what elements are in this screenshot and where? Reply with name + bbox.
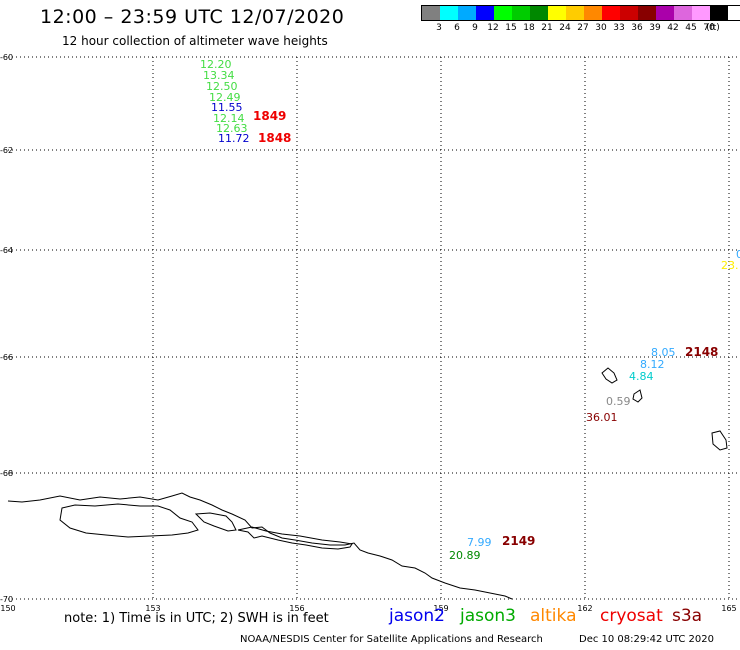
scale-label: 70 — [703, 23, 715, 33]
scale-swatch — [674, 6, 692, 20]
lat-label: -62 — [0, 146, 14, 155]
scale-label: 24 — [559, 23, 571, 33]
lon-label: 162 — [577, 604, 593, 613]
scale-label: 12 — [487, 23, 499, 33]
pass-id: 2149 — [502, 534, 536, 548]
scale-swatch — [548, 6, 566, 20]
swh-value: 36.01 — [586, 411, 618, 424]
scale-label: 3 — [436, 23, 442, 33]
lat-label: -68 — [0, 469, 14, 478]
scale-label: 21 — [541, 23, 553, 33]
swh-value: 0 — [736, 248, 740, 261]
scale-swatch — [710, 6, 728, 20]
scale-label: 30 — [595, 23, 607, 33]
legend-satellite: jason2 — [389, 606, 445, 626]
legend-satellite: cryosat — [600, 606, 663, 626]
lat-grid-lines — [8, 56, 740, 600]
scale-swatch — [476, 6, 494, 20]
swh-value: 0.59 — [606, 395, 631, 408]
lat-label: -70 — [0, 595, 14, 604]
scale-swatch — [512, 6, 530, 20]
scale-swatch — [638, 6, 656, 20]
swh-value: 4.84 — [629, 370, 654, 383]
map-title: 12:00 – 23:59 UTC 12/07/2020 — [40, 6, 345, 28]
lon-label: 153 — [145, 604, 161, 613]
legend-satellite: s3a — [672, 606, 703, 626]
scale-swatch — [458, 6, 476, 20]
legend-satellite: altika — [530, 606, 577, 626]
scale-label: 33 — [613, 23, 625, 33]
scale-label: 18 — [523, 23, 535, 33]
scale-label: 27 — [577, 23, 589, 33]
footer-note: note: 1) Time is in UTC; 2) SWH is in fe… — [64, 611, 329, 626]
lon-label: 165 — [721, 604, 737, 613]
scale-swatch — [692, 6, 710, 20]
lon-label: 159 — [433, 604, 449, 613]
swh-value: 8.05 — [651, 346, 676, 359]
scale-label: 9 — [472, 23, 478, 33]
lon-label: 156 — [289, 604, 305, 613]
scale-swatch — [440, 6, 458, 20]
swh-value: 13.34 — [203, 69, 235, 82]
scale-label: 42 — [667, 23, 679, 33]
swh-value: 11.55 — [211, 101, 243, 114]
lat-label: -66 — [0, 353, 14, 362]
lat-label: -60 — [0, 53, 14, 62]
scale-label: 45 — [685, 23, 697, 33]
scale-swatch — [494, 6, 512, 20]
lat-label: -64 — [0, 246, 14, 255]
scale-swatch — [566, 6, 584, 20]
scale-label: (ft) — [706, 23, 720, 33]
scale-swatch — [584, 6, 602, 20]
pass-id: 1849 — [253, 109, 287, 123]
map-subtitle: 12 hour collection of altimeter wave hei… — [62, 34, 328, 48]
pass-id: 1848 — [258, 131, 292, 145]
color-scale-swatches — [421, 5, 740, 21]
swh-value: 12.63 — [216, 122, 248, 135]
balleny-islands — [601, 367, 728, 451]
swh-value: 12.14 — [213, 112, 245, 125]
scale-label: 36 — [631, 23, 643, 33]
scale-label: 15 — [505, 23, 517, 33]
coastline-antarctica — [7, 492, 513, 600]
color-scale-labels: 3 6 9 12 15 18 21 24 27 30 33 36 39 42 45 70 (ft) — [421, 21, 740, 35]
scale-swatch — [422, 6, 440, 20]
swh-value: 12.20 — [200, 58, 232, 71]
swh-value: 8.12 — [640, 358, 665, 371]
swh-value: 23. — [721, 259, 739, 272]
lon-label: 150 — [0, 604, 16, 613]
scale-swatch — [656, 6, 674, 20]
swh-value: 11.72 — [218, 132, 250, 145]
wave-height-color-scale: 3 6 9 12 15 18 21 24 27 30 33 36 39 42 45 70 (ft) — [421, 5, 740, 35]
swh-value: 12.50 — [206, 80, 238, 93]
swh-value: 7.99 — [467, 536, 492, 549]
footer-timestamp: Dec 10 08:29:42 UTC 2020 — [579, 634, 714, 645]
footer-credit: NOAA/NESDIS Center for Satellite Applica… — [240, 634, 543, 645]
scale-swatch — [620, 6, 638, 20]
scale-swatch — [530, 6, 548, 20]
scale-label: 6 — [454, 23, 460, 33]
pass-id: 2148 — [685, 345, 719, 359]
swh-value: 20.89 — [449, 549, 481, 562]
scale-swatch — [602, 6, 620, 20]
scale-label: 39 — [649, 23, 661, 33]
legend-satellite: jason3 — [460, 606, 516, 626]
swh-value: 12.49 — [209, 91, 241, 104]
